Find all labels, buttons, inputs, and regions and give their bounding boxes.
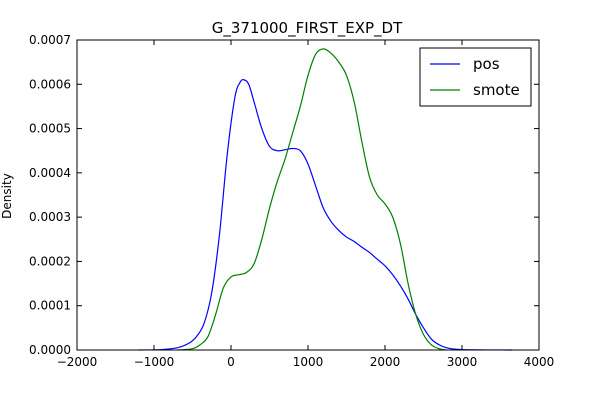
- y-tick-label: 0.0007: [29, 33, 71, 47]
- chart-title: G_371000_FIRST_EXP_DT: [212, 19, 403, 38]
- legend-label-pos: pos: [473, 55, 500, 73]
- x-tick-label: −2000: [57, 355, 98, 369]
- series-line-smote: [177, 48, 447, 351]
- legend-label-smote: smote: [473, 81, 520, 99]
- x-tick-label: 3000: [447, 355, 478, 369]
- ticks-layer: −2000 −1000 0 1000 2000 3000 4000 0.0000 0.0001 0…: [29, 33, 554, 369]
- y-tick-label: 0.0004: [29, 166, 71, 180]
- x-tick-label: 1000: [293, 355, 324, 369]
- y-axis-label: Density: [0, 173, 14, 219]
- plot-frame: [76, 39, 540, 351]
- legend-box: [419, 47, 532, 107]
- series-line-pos: [138, 79, 513, 351]
- x-tick-label: 0: [227, 355, 235, 369]
- y-tick-label: 0.0006: [29, 77, 71, 91]
- y-tick-label: 0.0002: [29, 254, 71, 268]
- x-tick-label: −1000: [134, 355, 175, 369]
- y-tick-label: 0.0005: [29, 122, 71, 136]
- x-tick-label: 4000: [524, 355, 555, 369]
- y-tick-label: 0.0000: [29, 343, 71, 357]
- x-tick-label: 2000: [370, 355, 401, 369]
- legend: pos smote: [419, 47, 532, 107]
- series-layer: [138, 48, 513, 351]
- y-tick-label: 0.0003: [29, 210, 71, 224]
- y-tick-label: 0.0001: [29, 299, 71, 313]
